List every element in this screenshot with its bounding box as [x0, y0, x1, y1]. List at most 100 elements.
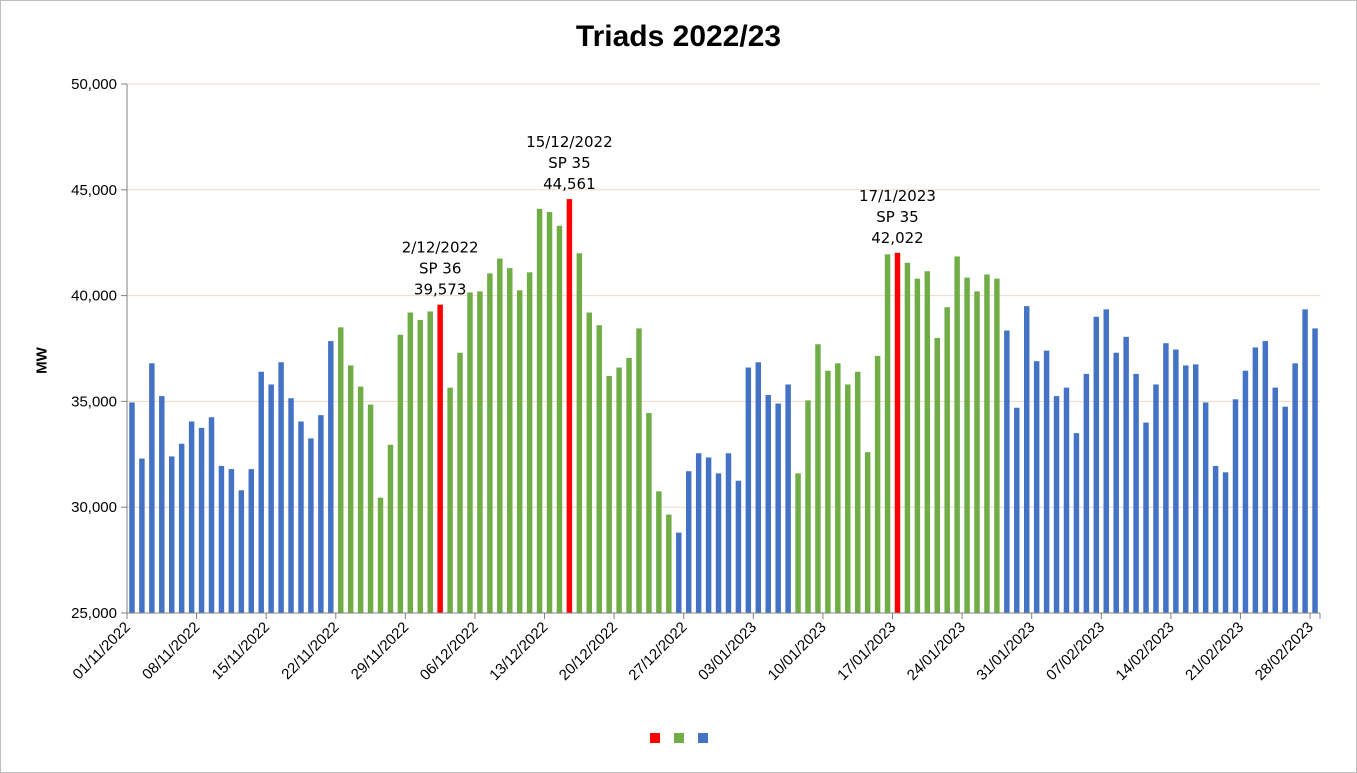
bar: [914, 278, 921, 613]
bar: [377, 497, 384, 613]
bar: [805, 400, 811, 613]
bar: [298, 421, 304, 613]
triad-annotation-line: SP 35: [876, 208, 918, 226]
bar: [288, 398, 294, 613]
bar: [347, 365, 354, 613]
y-axis-ticks: 25,000 30,000 35,000 40,000 45,000 50,000: [71, 76, 127, 622]
legend: [650, 733, 708, 743]
bar: [1133, 373, 1139, 613]
bar: [178, 443, 185, 613]
bar: [755, 362, 762, 613]
x-tick-label: 27/12/2022: [625, 619, 690, 684]
bar: [894, 252, 901, 613]
x-axis-ticks: 01/11/2022 08/11/2022 15/11/2022 22/11/2022…: [70, 613, 1321, 684]
legend-swatch: [650, 733, 660, 743]
bar: [765, 395, 771, 613]
bar: [1004, 330, 1010, 613]
bar: [278, 362, 284, 613]
triad-annotation-line: SP 36: [419, 260, 461, 278]
bar: [785, 384, 791, 613]
chart-title: Triads 2022/23: [575, 20, 782, 53]
bar: [516, 290, 523, 613]
x-tick-label: 13/12/2022: [486, 619, 551, 684]
bar: [745, 367, 752, 613]
bar: [676, 532, 682, 613]
bar: [477, 291, 483, 613]
gridlines: [127, 83, 1320, 508]
bar: [1043, 350, 1050, 613]
bar: [526, 272, 533, 613]
bar: [149, 363, 155, 613]
x-tick-label: 06/12/2022: [417, 619, 482, 684]
bar: [735, 480, 742, 613]
x-tick-label: 31/01/2023: [973, 619, 1038, 684]
bar: [944, 307, 950, 613]
x-tick-label: 08/11/2022: [139, 619, 203, 683]
bar: [984, 274, 990, 613]
bar: [954, 256, 960, 613]
bar: [626, 358, 632, 613]
x-tick-label: 01/11/2022: [70, 619, 134, 683]
bar: [328, 341, 334, 613]
bar: [318, 415, 324, 613]
x-tick-label: 07/02/2023: [1043, 619, 1108, 684]
bar: [815, 344, 821, 613]
bar: [1202, 402, 1209, 613]
bar: [1222, 472, 1229, 613]
x-tick-label: 20/12/2022: [556, 619, 621, 684]
y-tick-label: 25,000: [71, 605, 117, 622]
y-tick-label: 30,000: [71, 499, 117, 516]
bar: [159, 396, 165, 613]
bar: [139, 458, 145, 613]
bar: [228, 469, 235, 613]
x-tick-label: 24/01/2023: [904, 619, 969, 684]
bar: [795, 473, 801, 613]
bar: [1192, 364, 1199, 613]
bar: [248, 469, 255, 613]
bar: [685, 471, 692, 613]
bar: [646, 413, 652, 613]
bar: [695, 453, 702, 613]
bar: [487, 273, 493, 613]
bar: [387, 444, 394, 613]
bar: [715, 473, 722, 613]
y-tick-label: 35,000: [71, 393, 117, 410]
bar: [357, 386, 364, 613]
triad-annotation-line: 42,022: [871, 229, 924, 247]
bar: [616, 367, 622, 613]
bar: [1014, 407, 1020, 613]
bar: [725, 453, 732, 613]
bar: [1242, 370, 1249, 613]
bar: [864, 452, 871, 613]
bar: [1123, 336, 1129, 613]
bar: [258, 371, 264, 613]
bar: [825, 370, 831, 613]
bar: [705, 457, 712, 613]
bar: [397, 334, 404, 613]
y-tick-label: 50,000: [71, 76, 117, 93]
bar: [1312, 328, 1318, 613]
bar: [198, 427, 205, 613]
bar: [666, 514, 672, 613]
x-tick-label: 10/01/2023: [765, 619, 830, 684]
bar: [566, 199, 573, 613]
bar: [1103, 309, 1109, 613]
x-tick-label: 22/11/2022: [278, 619, 342, 683]
bar: [447, 387, 453, 613]
bar: [934, 337, 940, 613]
bar: [1093, 316, 1100, 613]
bar: [437, 304, 443, 613]
bar: [129, 402, 135, 613]
bar: [417, 319, 424, 613]
bar: [507, 268, 513, 613]
bar: [1212, 465, 1219, 613]
bar: [1302, 309, 1308, 613]
bar: [964, 277, 970, 613]
bar: [208, 417, 215, 613]
x-tick-label: 29/11/2022: [348, 619, 412, 683]
bar: [1023, 306, 1030, 613]
bar: [1292, 363, 1298, 613]
x-tick-label: 17/01/2023: [834, 619, 899, 684]
bar: [497, 258, 503, 613]
bar: [238, 490, 245, 613]
